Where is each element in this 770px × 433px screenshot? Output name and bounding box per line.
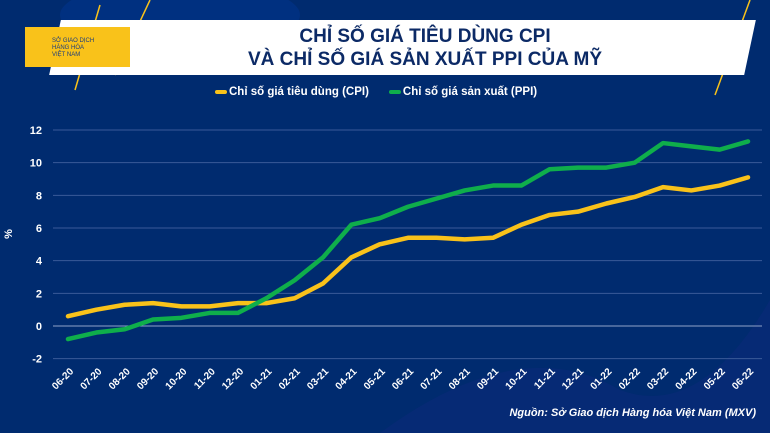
cpi-line bbox=[65, 175, 751, 319]
title-line-2: VÀ CHỈ SỐ GIÁ SẢN XUẤT PPI CỦA MỸ bbox=[248, 49, 602, 70]
y-tick-label: 0 bbox=[36, 321, 42, 333]
x-tick-label: 11-20 bbox=[192, 366, 218, 392]
legend-item-ppi: Chỉ số giá sản xuất (PPI) bbox=[388, 86, 538, 98]
x-tick-label: 11-21 bbox=[532, 366, 558, 392]
x-tick-label: 07-21 bbox=[419, 366, 445, 392]
x-tick-label: 06-21 bbox=[390, 366, 416, 392]
x-tick-label: 12-20 bbox=[220, 366, 246, 392]
x-tick-label: 05-22 bbox=[702, 366, 728, 392]
logo-text: SỞ GIAO DỊCH HÀNG HÓA VIỆT NAM bbox=[52, 38, 95, 58]
legend-swatch-cpi bbox=[215, 90, 227, 94]
legend-swatch-ppi bbox=[388, 90, 401, 94]
y-tick-label: -2 bbox=[32, 354, 42, 366]
logo bbox=[25, 27, 130, 67]
title-line-1: CHỈ SỐ GIÁ TIÊU DÙNG CPI bbox=[299, 26, 551, 47]
y-tick-label: 2 bbox=[36, 288, 42, 300]
x-tick-label: 02-22 bbox=[617, 366, 643, 392]
x-tick-label: 06-20 bbox=[50, 366, 76, 392]
x-tick-label: 02-21 bbox=[277, 366, 303, 392]
x-tick-label: 08-20 bbox=[107, 366, 133, 392]
x-tick-label: 03-21 bbox=[305, 366, 331, 392]
chart-title: CHỈ SỐ GIÁ TIÊU DÙNG CPI VÀ CHỈ SỐ GIÁ S… bbox=[140, 25, 710, 71]
y-tick-label: 8 bbox=[36, 190, 42, 202]
legend-label-ppi: Chỉ số giá sản xuất (PPI) bbox=[402, 86, 538, 98]
ppi-line bbox=[65, 139, 751, 342]
source-note: Nguồn: Sở Giao dịch Hàng hóa Việt Nam (M… bbox=[509, 407, 756, 419]
legend-item-cpi: Chỉ số giá tiêu dùng (CPI) bbox=[215, 86, 369, 98]
x-tick-label: 08-21 bbox=[447, 366, 473, 392]
legend-label-cpi: Chỉ số giá tiêu dùng (CPI) bbox=[229, 86, 369, 98]
x-tick-label: 10-21 bbox=[504, 366, 530, 392]
x-tick-label: 09-20 bbox=[135, 366, 161, 392]
x-tick-label: 05-21 bbox=[362, 366, 388, 392]
x-tick-label: 04-22 bbox=[674, 366, 700, 392]
y-tick-label: 12 bbox=[30, 125, 42, 137]
y-tick-label: 4 bbox=[36, 256, 43, 268]
x-tick-label: 07-20 bbox=[79, 366, 105, 392]
x-tick-label: 01-22 bbox=[589, 366, 615, 392]
x-tick-label: 03-22 bbox=[645, 366, 671, 392]
x-tick-label: 04-21 bbox=[334, 366, 360, 392]
x-tick-label: 01-21 bbox=[249, 366, 275, 392]
x-tick-label: 10-20 bbox=[164, 366, 190, 392]
y-tick-label: 6 bbox=[36, 223, 42, 235]
x-tick-label: 09-21 bbox=[475, 366, 501, 392]
legend: Chỉ số giá tiêu dùng (CPI) Chỉ số giá sả… bbox=[215, 86, 537, 98]
x-tick-label: 12-21 bbox=[560, 366, 586, 392]
y-tick-label: 10 bbox=[30, 158, 42, 170]
x-tick-label: 06-22 bbox=[730, 366, 756, 392]
